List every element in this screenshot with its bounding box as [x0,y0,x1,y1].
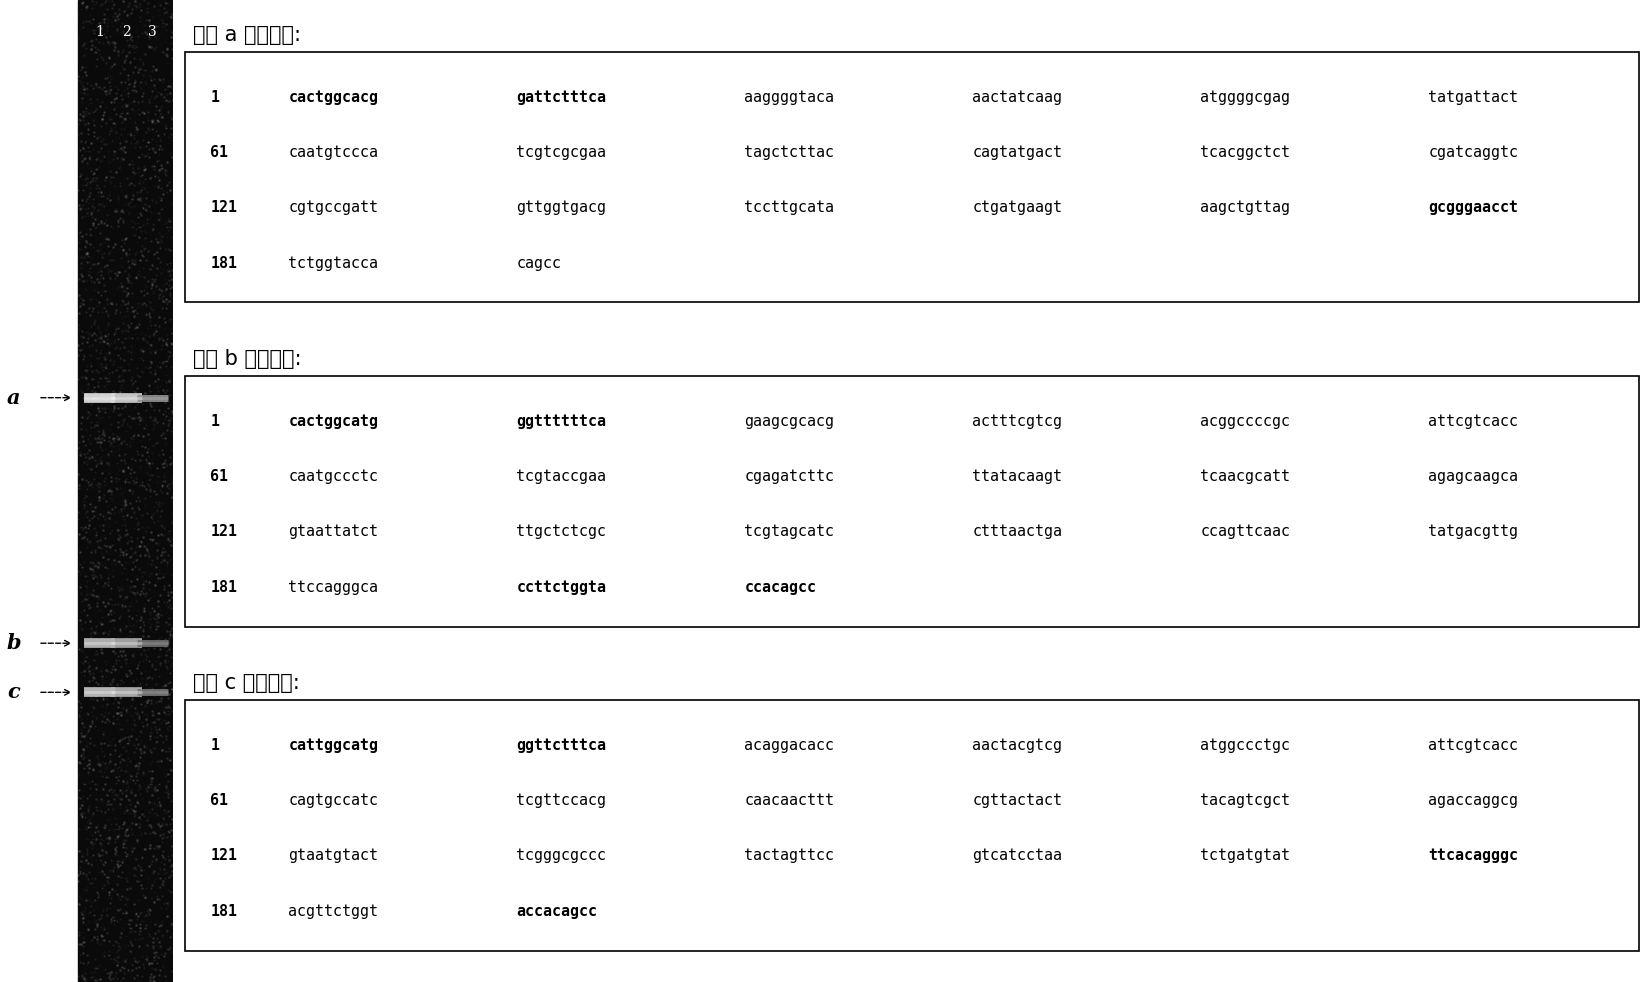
Bar [77,0,173,982]
Text: tcaacgcatt: tcaacgcatt [1200,469,1290,484]
Text: acgttctggt: acgttctggt [288,903,377,919]
Text: ccagttcaac: ccagttcaac [1200,524,1290,539]
Text: ccttctggta: ccttctggta [516,579,606,595]
Text: cactggcatg: cactggcatg [288,413,377,429]
Text: gaagcgcacg: gaagcgcacg [743,413,834,429]
Text: agagcaagca: agagcaagca [1427,469,1518,484]
Text: tcgttccacg: tcgttccacg [516,793,606,808]
Text: cagtgccatc: cagtgccatc [288,793,377,808]
Text: acggccccgc: acggccccgc [1200,413,1290,429]
Text: aactacgtcg: aactacgtcg [972,737,1061,753]
Text: tacagtcgct: tacagtcgct [1200,793,1290,808]
Text: ccacagcc: ccacagcc [743,579,816,595]
Text: gtcatcctaa: gtcatcctaa [972,848,1061,863]
Text: gttggtgacg: gttggtgacg [516,200,606,215]
Text: 1: 1 [211,737,219,753]
Text: 61: 61 [211,793,229,808]
Text: gtaattatct: gtaattatct [288,524,377,539]
Text: b: b [7,633,21,653]
Text: aaggggtaca: aaggggtaca [743,89,834,105]
Text: ctgatgaagt: ctgatgaagt [972,200,1061,215]
Text: cattggcatg: cattggcatg [288,737,377,753]
Text: 条带 a 基因序列:: 条带 a 基因序列: [193,25,300,44]
Text: cgatcaggtc: cgatcaggtc [1427,145,1518,160]
Text: aagctgttag: aagctgttag [1200,200,1290,215]
Text: cgagatcttc: cgagatcttc [743,469,834,484]
Text: ggttctttca: ggttctttca [516,737,606,753]
Text: atggccctgc: atggccctgc [1200,737,1290,753]
FancyBboxPatch shape [185,376,1638,627]
Text: 181: 181 [211,903,237,919]
Text: tccttgcata: tccttgcata [743,200,834,215]
Text: 61: 61 [211,469,229,484]
Text: 2: 2 [122,25,130,38]
Text: caacaacttt: caacaacttt [743,793,834,808]
Text: ttatacaagt: ttatacaagt [972,469,1061,484]
Text: 条带 c 基因序列:: 条带 c 基因序列: [193,673,300,692]
FancyBboxPatch shape [185,52,1638,302]
Text: accacagcc: accacagcc [516,903,597,919]
Text: ttccagggca: ttccagggca [288,579,377,595]
Text: gattctttca: gattctttca [516,89,606,105]
Text: tcgtaccgaa: tcgtaccgaa [516,469,606,484]
Text: tcacggctct: tcacggctct [1200,145,1290,160]
Text: agaccaggcg: agaccaggcg [1427,793,1518,808]
Text: cagtatgact: cagtatgact [972,145,1061,160]
Text: 181: 181 [211,579,237,595]
Text: 3: 3 [148,25,157,38]
Text: 条带 b 基因序列:: 条带 b 基因序列: [193,349,302,368]
Text: actttcgtcg: actttcgtcg [972,413,1061,429]
Text: 1: 1 [211,413,219,429]
Text: aactatcaag: aactatcaag [972,89,1061,105]
Text: tcgggcgccc: tcgggcgccc [516,848,606,863]
Text: tatgacgttg: tatgacgttg [1427,524,1518,539]
Text: ttgctctcgc: ttgctctcgc [516,524,606,539]
Text: 121: 121 [211,524,237,539]
Text: cactggcacg: cactggcacg [288,89,377,105]
Text: tcgtagcatc: tcgtagcatc [743,524,834,539]
Text: tcgtcgcgaa: tcgtcgcgaa [516,145,606,160]
Text: attcgtcacc: attcgtcacc [1427,413,1518,429]
Text: 1: 1 [211,89,219,105]
Text: cagcc: cagcc [516,255,560,271]
Text: atggggcgag: atggggcgag [1200,89,1290,105]
Text: tactagttcc: tactagttcc [743,848,834,863]
Text: tatgattact: tatgattact [1427,89,1518,105]
Text: c: c [8,682,20,702]
Text: 181: 181 [211,255,237,271]
Text: tagctcttac: tagctcttac [743,145,834,160]
Text: tctggtacca: tctggtacca [288,255,377,271]
Text: gcgggaacct: gcgggaacct [1427,200,1518,215]
Text: cgtgccgatt: cgtgccgatt [288,200,377,215]
Text: 121: 121 [211,848,237,863]
Text: caatgtccca: caatgtccca [288,145,377,160]
Text: a: a [7,388,20,408]
Text: attcgtcacc: attcgtcacc [1427,737,1518,753]
Text: tctgatgtat: tctgatgtat [1200,848,1290,863]
Text: gtaatgtact: gtaatgtact [288,848,377,863]
FancyBboxPatch shape [185,700,1638,951]
Text: ttcacagggc: ttcacagggc [1427,848,1518,863]
Text: 61: 61 [211,145,229,160]
Text: acaggacacc: acaggacacc [743,737,834,753]
Text: ctttaactga: ctttaactga [972,524,1061,539]
Text: 121: 121 [211,200,237,215]
Text: ggttttttca: ggttttttca [516,413,606,429]
Text: cgttactact: cgttactact [972,793,1061,808]
Text: caatgccctc: caatgccctc [288,469,377,484]
Text: 1: 1 [96,25,104,38]
